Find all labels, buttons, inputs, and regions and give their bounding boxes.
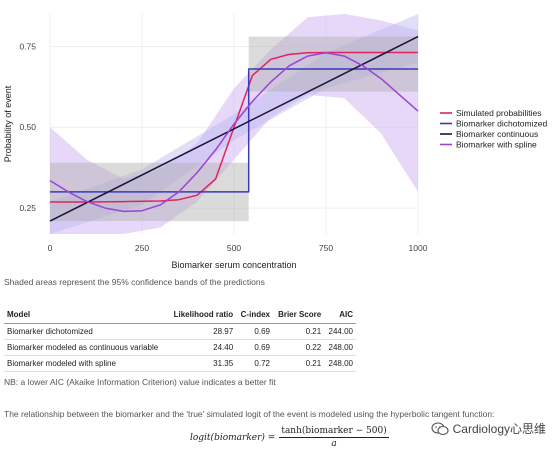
- cell-brier: 0.21: [273, 355, 325, 372]
- cell-brier: 0.21: [273, 323, 325, 340]
- formula: logit(biomarker) = tanh(biomarker − 500)…: [190, 426, 389, 449]
- table-row: Biomarker dichotomized 28.97 0.69 0.21 2…: [4, 323, 356, 340]
- table-row: Biomarker modeled with spline 31.35 0.72…: [4, 355, 356, 372]
- y-tick-label: 0.75: [19, 41, 36, 51]
- series-line: [49, 35, 419, 222]
- legend-label: Biomarker with spline: [456, 140, 537, 150]
- cell-cindex: 0.72: [236, 355, 273, 372]
- wechat-icon: [431, 421, 449, 435]
- header-cindex: C-index: [236, 309, 273, 324]
- watermark-text: Cardiology心思维: [452, 422, 546, 436]
- y-axis-label: Probability of event: [3, 85, 13, 162]
- header-likelihood: Likelihood ratio: [167, 309, 237, 324]
- cell-cindex: 0.69: [236, 323, 273, 340]
- cell-aic: 244.00: [324, 323, 356, 340]
- cell-likelihood: 31.35: [167, 355, 237, 372]
- legend-label: Simulated probabilities: [456, 108, 542, 118]
- cell-model: Biomarker modeled as continuous variable: [4, 339, 168, 356]
- header-aic: AIC: [324, 309, 356, 324]
- formula-denominator: a: [331, 439, 337, 449]
- cell-likelihood: 24.40: [167, 339, 237, 356]
- legend-label: Biomarker continuous: [456, 129, 538, 139]
- header-brier: Brier Score: [273, 309, 325, 324]
- relationship-note: The relationship between the biomarker a…: [4, 409, 495, 419]
- formula-numerator: tanh(biomarker − 500): [279, 426, 389, 438]
- cell-brier: 0.22: [273, 339, 325, 356]
- cell-aic: 248.00: [324, 339, 356, 356]
- formula-fraction: tanh(biomarker − 500) a: [279, 426, 389, 449]
- table-row: Biomarker modeled as continuous variable…: [4, 339, 356, 356]
- bands-note: Shaded areas represent the 95% confidenc…: [4, 277, 265, 287]
- y-tick-label: 0.25: [19, 203, 36, 213]
- cell-aic: 248.00: [324, 355, 356, 372]
- model-table: Model Likelihood ratio C-index Brier Sco…: [4, 309, 356, 372]
- cell-likelihood: 28.97: [167, 323, 237, 340]
- cell-model: Biomarker dichotomized: [4, 323, 168, 340]
- aic-note: NB: a lower AIC (Akaike Information Crit…: [4, 377, 276, 387]
- watermark: Cardiology心思维: [431, 420, 546, 437]
- x-tick-label: 0: [48, 243, 53, 253]
- x-axis-label: Biomarker serum concentration: [171, 260, 296, 270]
- series-line: [50, 51, 418, 203]
- x-tick-label: 750: [319, 243, 333, 253]
- cell-cindex: 0.69: [236, 339, 273, 356]
- x-tick-label: 500: [227, 243, 241, 253]
- x-tick-label: 250: [135, 243, 149, 253]
- legend-label: Biomarker dichotomized: [456, 119, 547, 129]
- series-line: [50, 68, 418, 193]
- series-line: [49, 52, 419, 213]
- x-tick-label: 1000: [409, 243, 428, 253]
- table-header-row: Model Likelihood ratio C-index Brier Sco…: [4, 309, 356, 324]
- cell-model: Biomarker modeled with spline: [4, 355, 168, 372]
- y-tick-label: 0.50: [19, 122, 36, 132]
- chart: 0 250 500 750 1000 0.25 0.50 0.75 Biomarker seru…: [3, 14, 547, 270]
- formula-lhs: logit(biomarker) =: [190, 432, 276, 443]
- header-model: Model: [4, 309, 168, 324]
